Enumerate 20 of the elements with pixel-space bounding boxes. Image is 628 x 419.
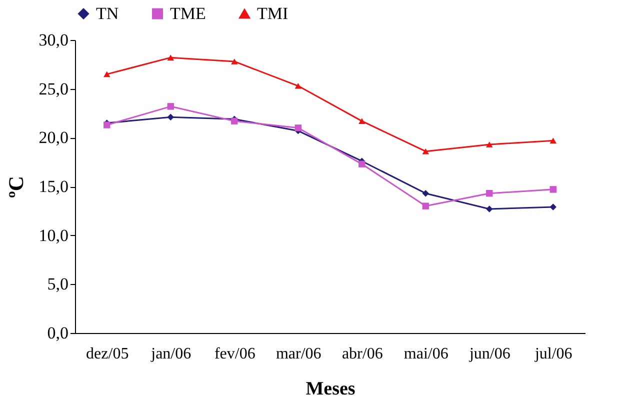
x-tick-label: jan/06 <box>150 346 192 362</box>
x-tick-label: dez/05 <box>86 346 129 362</box>
legend-label: TME <box>170 4 206 23</box>
x-tick-label: fev/06 <box>214 346 256 362</box>
x-axis-title: Meses <box>306 378 356 400</box>
y-tick-label: 10,0 <box>38 226 68 245</box>
y-axis-title: ºC <box>4 176 28 198</box>
y-tick-label: 30,0 <box>38 30 68 50</box>
y-tick-label: 25,0 <box>38 79 68 98</box>
x-tick-label: mai/06 <box>404 346 448 362</box>
y-tick-label: 0,0 <box>47 324 68 342</box>
y-tick-label: 15,0 <box>38 177 68 196</box>
x-tick-label: mar/06 <box>276 346 322 362</box>
x-tick-label: abr/06 <box>342 346 383 362</box>
legend-label: TMI <box>257 4 288 23</box>
x-tick-label: jun/06 <box>468 346 510 362</box>
y-tick-label: 5,0 <box>47 274 68 294</box>
legend-label: TN <box>96 4 119 23</box>
x-tick-label: jul/06 <box>534 346 572 362</box>
y-tick-label: 20,0 <box>38 128 68 148</box>
